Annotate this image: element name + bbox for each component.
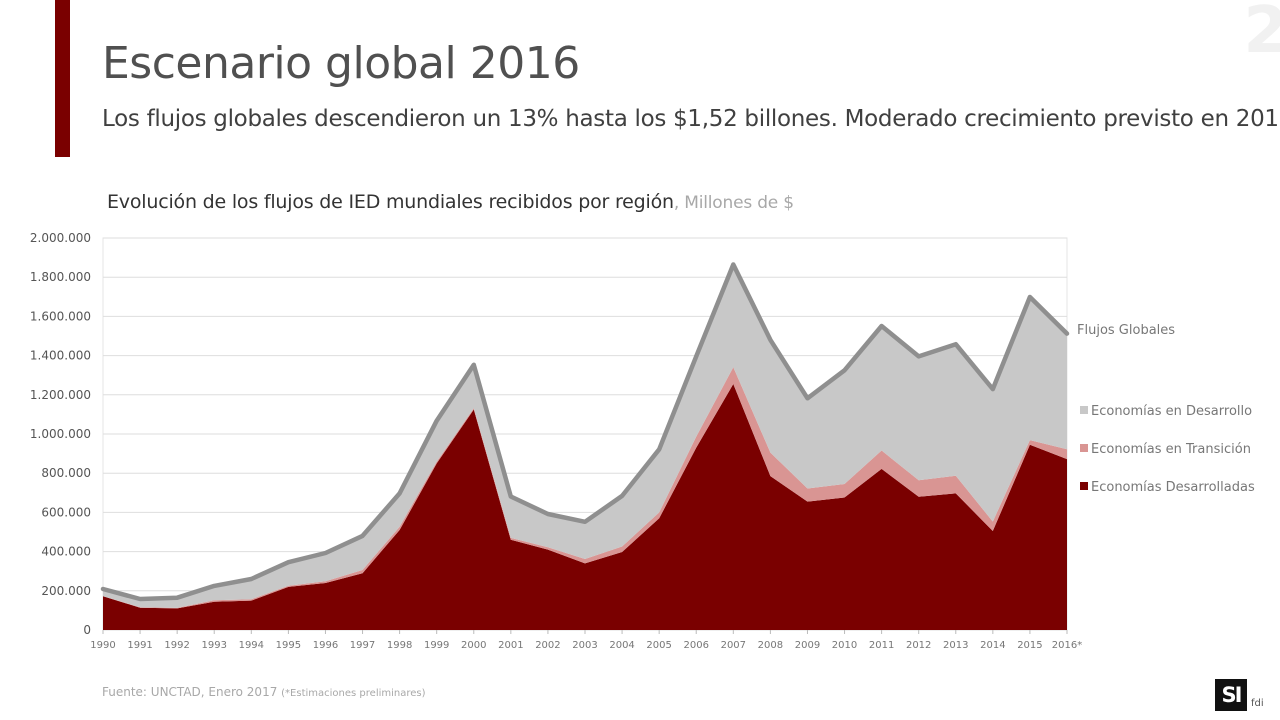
y-tick-label: 800.000	[41, 466, 91, 480]
page-number: 2	[1243, 0, 1280, 68]
x-tick-label: 2002	[535, 640, 560, 651]
brand-logo: SI	[1215, 679, 1247, 711]
page-subtitle: Los flujos globales descendieron un 13% …	[102, 106, 1280, 132]
legend-label: Economías en Desarrollo	[1091, 404, 1252, 419]
x-tick-label: 2003	[572, 640, 597, 651]
x-tick-label: 2000	[461, 640, 486, 651]
chart-title: Evolución de los flujos de IED mundiales…	[107, 191, 674, 213]
x-tick-label: 2004	[609, 640, 634, 651]
source-note: Fuente: UNCTAD, Enero 2017 (*Estimacione…	[102, 685, 426, 699]
x-tick-label: 2001	[498, 640, 523, 651]
y-tick-label: 2.000.000	[30, 231, 91, 245]
area-economias-en-desarrollo	[103, 264, 1067, 608]
y-tick-label: 1.200.000	[30, 388, 91, 402]
x-tick-label: 1991	[127, 640, 152, 651]
x-tick-label: 1996	[313, 640, 338, 651]
y-tick-label: 1.000.000	[30, 427, 91, 441]
legend-label: Economías en Transición	[1091, 442, 1251, 457]
total-flow-label: Flujos Globales	[1077, 323, 1175, 338]
chart-heading: Evolución de los flujos de IED mundiales…	[107, 191, 794, 213]
x-tick-label: 2008	[758, 640, 783, 651]
legend-swatch	[1080, 406, 1088, 414]
legend-swatch	[1080, 444, 1088, 452]
x-tick-label: 2007	[721, 640, 746, 651]
x-tick-label: 1999	[424, 640, 449, 651]
legend-swatch	[1080, 482, 1088, 490]
y-tick-label: 600.000	[41, 505, 91, 519]
source-estimate-note: (*Estimaciones preliminares)	[281, 688, 426, 699]
x-tick-label: 1995	[276, 640, 301, 651]
chart-units: , Millones de $	[673, 193, 794, 213]
x-tick-label: 2013	[943, 640, 968, 651]
page-title: Escenario global 2016	[102, 38, 580, 89]
source-text: Fuente: UNCTAD, Enero 2017	[102, 685, 282, 699]
x-tick-label: 2011	[869, 640, 894, 651]
y-tick-label: 1.600.000	[30, 309, 91, 323]
x-tick-label: 1992	[164, 640, 189, 651]
y-tick-label: 200.000	[41, 584, 91, 598]
x-tick-label: 1998	[387, 640, 412, 651]
area-economias-desarrolladas	[103, 384, 1067, 630]
y-tick-label: 1.800.000	[30, 270, 91, 284]
x-tick-label: 2009	[795, 640, 820, 651]
brand-logo-subtitle: fdi	[1251, 698, 1264, 709]
x-tick-label: 2012	[906, 640, 931, 651]
x-tick-label: 1993	[202, 640, 227, 651]
x-tick-label: 2010	[832, 640, 857, 651]
y-tick-label: 0	[83, 623, 91, 637]
total-flow-line	[100, 262, 1070, 602]
x-tick-label: 2014	[980, 640, 1005, 651]
x-tick-label: 2006	[684, 640, 709, 651]
y-tick-label: 1.400.000	[30, 349, 91, 363]
x-tick-label: 2015	[1017, 640, 1042, 651]
legend-label: Economías Desarrolladas	[1091, 480, 1255, 495]
area-economias-en-transicion	[103, 367, 1067, 609]
x-tick-label: 2005	[646, 640, 671, 651]
x-tick-label: 1997	[350, 640, 375, 651]
x-tick-label: 2016*	[1052, 640, 1082, 651]
accent-bar	[55, 0, 70, 157]
x-tick-label: 1990	[90, 640, 115, 651]
x-tick-label: 1994	[239, 640, 264, 651]
y-tick-label: 400.000	[41, 545, 91, 559]
